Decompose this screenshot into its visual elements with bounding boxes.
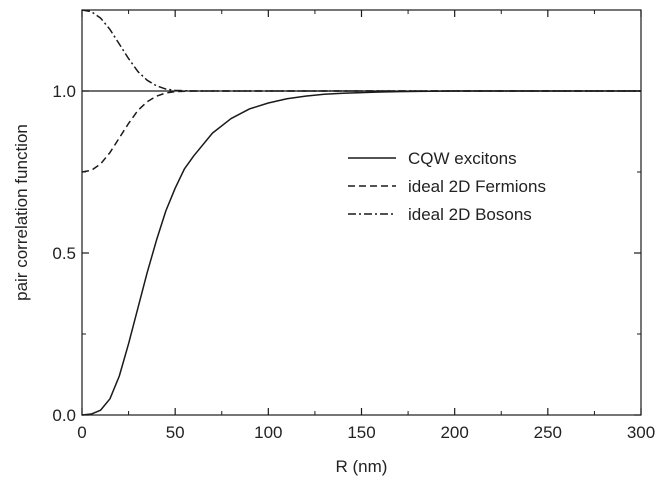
legend-label-cqw-excitons: CQW excitons	[408, 149, 517, 168]
x-tick-label: 150	[347, 423, 375, 442]
legend-label-ideal-2d-fermions: ideal 2D Fermions	[408, 177, 546, 196]
x-tick-label: 50	[166, 423, 185, 442]
y-tick-label: 0.5	[52, 244, 76, 263]
legend: CQW excitons ideal 2D Fermions ideal 2D …	[348, 149, 546, 224]
series-line-ideal-2d-bosons	[81, 9, 641, 92]
series-layer	[81, 9, 641, 416]
x-axis-title: R (nm)	[336, 457, 388, 476]
y-tick-label: 1.0	[52, 82, 76, 101]
x-tick-label: 250	[534, 423, 562, 442]
legend-label-ideal-2d-bosons: ideal 2D Bosons	[408, 205, 532, 224]
series-line-ideal-2d-fermions	[81, 90, 641, 173]
x-tick-label: 0	[77, 423, 86, 442]
series-line-cqw-excitons	[81, 90, 641, 416]
y-axis-title: pair correlation function	[12, 124, 31, 301]
y-axis-ticks: 0.0 0.5 1.0	[52, 82, 641, 425]
x-tick-label: 300	[627, 423, 655, 442]
x-tick-label: 100	[254, 423, 282, 442]
x-axis-ticks: 0 50 100 150 200 250 300	[77, 10, 655, 442]
y-tick-label: 0.0	[52, 406, 76, 425]
x-tick-label: 200	[440, 423, 468, 442]
